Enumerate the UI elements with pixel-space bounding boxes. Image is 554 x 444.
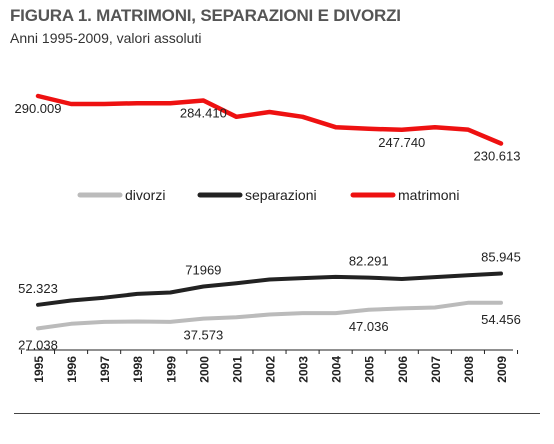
bottom-divider <box>14 413 540 414</box>
x-tick-label: 2003 <box>297 356 311 383</box>
series-line-matrimoni <box>35 93 504 146</box>
legend-label-matrimoni: matrimoni <box>398 187 459 203</box>
data-label-matrimoni: 247.740 <box>378 135 425 150</box>
data-label-separazioni: 52.323 <box>18 281 58 296</box>
x-tick-label: 2005 <box>363 356 377 383</box>
data-label-divorzi: 47.036 <box>349 319 389 334</box>
x-tick-label: 1996 <box>65 356 79 383</box>
data-label-matrimoni: 230.613 <box>474 149 521 164</box>
x-tick-label: 1997 <box>98 356 112 383</box>
data-label-matrimoni: 290.009 <box>15 101 62 116</box>
series-line-divorzi <box>36 300 503 331</box>
x-tick-label: 2007 <box>429 356 443 383</box>
chart-title: FIGURA 1. MATRIMONI, SEPARAZIONI E DIVOR… <box>10 6 401 25</box>
x-tick-label: 2004 <box>330 356 344 383</box>
data-label-divorzi: 37.573 <box>183 328 223 343</box>
data-label-separazioni: 82.291 <box>349 254 389 269</box>
x-tick-label: 1995 <box>32 356 46 383</box>
data-label-divorzi: 54.456 <box>481 312 521 327</box>
legend-label-separazioni: separazioni <box>245 187 317 203</box>
x-tick-label: 2008 <box>462 356 476 383</box>
data-label-matrimoni: 284.410 <box>180 105 227 120</box>
series-line-separazioni <box>36 271 503 307</box>
x-tick-label: 2001 <box>230 356 244 383</box>
x-tick-label: 2009 <box>495 356 509 383</box>
chart-subtitle: Anni 1995-2009, valori assoluti <box>10 30 202 46</box>
data-label-divorzi: 27.038 <box>18 337 58 352</box>
x-tick-label: 2006 <box>396 356 410 383</box>
data-label-separazioni: 85.945 <box>481 249 521 264</box>
legend-label-divorzi: divorzi <box>125 187 165 203</box>
x-tick-label: 2002 <box>264 356 278 383</box>
x-tick-label: 1999 <box>164 356 178 383</box>
x-tick-label: 1998 <box>131 356 145 383</box>
data-label-separazioni: 71969 <box>185 262 221 277</box>
x-tick-label: 2000 <box>197 356 211 383</box>
